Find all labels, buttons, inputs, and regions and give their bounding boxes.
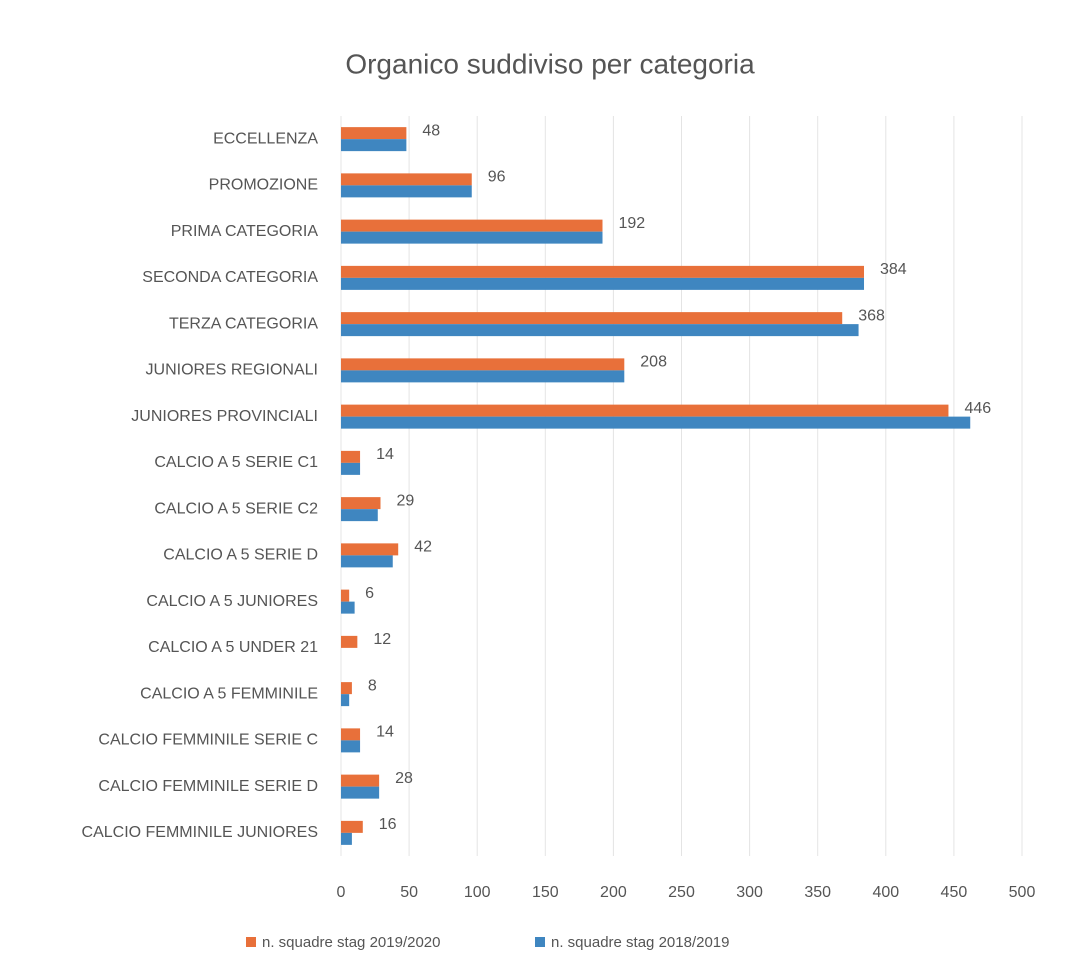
category-label: ECCELLENZA	[213, 130, 318, 147]
category-label: CALCIO A 5 SERIE D	[163, 547, 318, 564]
value-label: 29	[396, 492, 414, 509]
bar	[341, 450, 361, 463]
category-label: TERZA CATEGORIA	[169, 315, 318, 332]
x-tick-label: 100	[464, 884, 491, 901]
x-tick-label: 150	[532, 884, 559, 901]
bar	[341, 820, 363, 833]
bar	[341, 404, 949, 417]
bar	[341, 358, 625, 371]
bar	[341, 694, 350, 707]
bar	[341, 682, 352, 695]
bar	[341, 219, 603, 232]
value-label: 368	[858, 307, 885, 324]
bar	[341, 509, 378, 522]
category-label: CALCIO A 5 JUNIORES	[146, 593, 318, 610]
category-label: SECONDA CATEGORIA	[142, 269, 318, 286]
value-label: 6	[365, 585, 374, 602]
value-label: 14	[376, 446, 394, 463]
bar	[341, 416, 971, 429]
value-label: 8	[368, 677, 377, 694]
category-label: CALCIO FEMMINILE SERIE C	[98, 732, 318, 749]
bar	[341, 370, 625, 383]
value-label: 12	[373, 631, 391, 648]
bar	[341, 740, 361, 753]
bar	[341, 265, 865, 278]
bar	[341, 774, 380, 787]
bar	[341, 185, 472, 198]
bar	[341, 555, 393, 568]
value-label: 16	[379, 816, 397, 833]
x-tick-label: 200	[600, 884, 627, 901]
bar	[341, 832, 352, 845]
legend-swatch	[246, 937, 256, 947]
bar	[341, 231, 603, 244]
bar	[341, 601, 355, 614]
bar	[341, 497, 381, 510]
value-label: 446	[964, 400, 991, 417]
x-tick-label: 0	[337, 884, 346, 901]
bar	[341, 543, 399, 556]
category-label: CALCIO FEMMINILE JUNIORES	[82, 824, 318, 841]
value-label: 192	[619, 215, 646, 232]
legend-label: n. squadre stag 2018/2019	[551, 934, 729, 951]
category-label: CALCIO A 5 SERIE C2	[154, 500, 318, 517]
x-tick-label: 50	[400, 884, 418, 901]
x-tick-label: 500	[1009, 884, 1036, 901]
bar	[341, 728, 361, 741]
category-label: CALCIO A 5 FEMMINILE	[140, 685, 318, 702]
bar	[341, 589, 350, 602]
value-label: 48	[422, 122, 440, 139]
value-label: 208	[640, 354, 667, 371]
bar	[341, 139, 407, 152]
category-label: CALCIO A 5 UNDER 21	[148, 639, 318, 656]
bar	[341, 462, 361, 475]
value-label: 384	[880, 261, 907, 278]
bar	[341, 127, 407, 140]
x-tick-label: 400	[872, 884, 899, 901]
bar	[341, 173, 472, 186]
category-label: JUNIORES PROVINCIALI	[131, 408, 318, 425]
chart-title: Organico suddiviso per categoria	[345, 48, 755, 79]
legend-label: n. squadre stag 2019/2020	[262, 934, 440, 951]
value-label: 96	[488, 169, 506, 186]
bar	[341, 277, 865, 290]
x-tick-label: 350	[804, 884, 831, 901]
x-tick-label: 250	[668, 884, 695, 901]
value-label: 42	[414, 539, 432, 556]
legend-swatch	[535, 937, 545, 947]
category-label: PRIMA CATEGORIA	[171, 223, 319, 240]
bar	[341, 312, 843, 325]
category-label: PROMOZIONE	[209, 177, 318, 194]
bar	[341, 324, 859, 337]
category-label: JUNIORES REGIONALI	[146, 362, 318, 379]
category-label: CALCIO FEMMINILE SERIE D	[98, 778, 318, 795]
value-label: 14	[376, 724, 394, 741]
value-label: 28	[395, 770, 413, 787]
x-tick-label: 450	[941, 884, 968, 901]
bar	[341, 786, 380, 799]
category-label: CALCIO A 5 SERIE C1	[154, 454, 318, 471]
x-tick-label: 300	[736, 884, 763, 901]
bar	[341, 635, 358, 648]
